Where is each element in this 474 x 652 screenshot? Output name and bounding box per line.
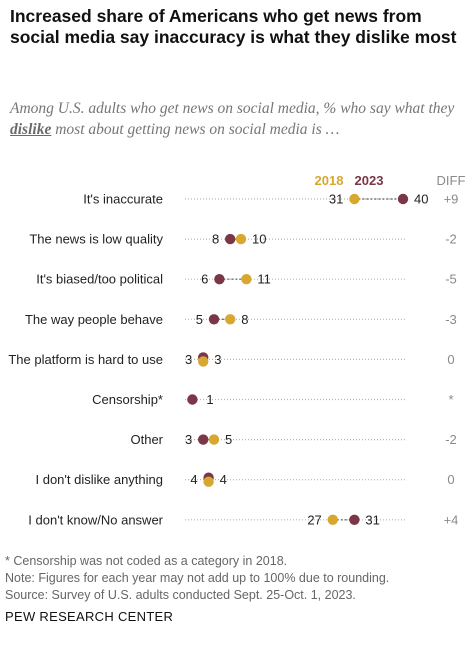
diff-value: 0	[447, 472, 454, 487]
data-label-2018: 11	[257, 272, 271, 287]
diff-value: +9	[444, 192, 459, 207]
diff-value: +4	[444, 512, 459, 527]
data-label-2023: 31	[365, 512, 379, 527]
data-label-2018: 8	[241, 312, 248, 327]
subtitle-keyword: dislike	[10, 121, 52, 138]
legend: 2018 2023	[315, 173, 384, 188]
category-label: The platform is hard to use	[8, 352, 163, 367]
data-label-2018: 4	[220, 472, 227, 487]
category-label: Censorship*	[92, 392, 163, 407]
dot-2023	[214, 274, 225, 285]
category-label: I don't know/No answer	[28, 512, 163, 527]
dot-2018	[198, 356, 209, 367]
diff-header: DIFF	[437, 173, 466, 188]
data-label-2018: 10	[252, 232, 266, 247]
data-label-2023: 8	[212, 232, 219, 247]
legend-2018: 2018	[315, 173, 344, 188]
data-label-2018: 27	[307, 512, 321, 527]
diff-value: -2	[445, 232, 457, 247]
footnotes: * Censorship was not coded as a category…	[5, 553, 469, 604]
data-label-2023: 4	[190, 472, 197, 487]
data-label-2023: 5	[196, 312, 203, 327]
dot-2018	[235, 233, 247, 245]
data-label-2023: 1	[206, 392, 213, 407]
dot-2018	[225, 314, 236, 325]
category-label: Other	[130, 432, 163, 447]
dot-2023	[397, 193, 409, 205]
data-label-2018: 5	[225, 432, 232, 447]
category-label: I don't dislike anything	[35, 472, 163, 487]
dot-2023	[198, 434, 209, 445]
dot-2023	[225, 233, 236, 245]
footnote-source: Source: Survey of U.S. adults conducted …	[5, 588, 356, 602]
legend-2023: 2023	[355, 173, 384, 188]
dot-2023	[208, 314, 220, 325]
data-label-2018: 31	[329, 192, 343, 207]
data-label-2018: 3	[214, 352, 221, 367]
dot-2018	[241, 274, 252, 285]
footnote-censorship: * Censorship was not coded as a category…	[5, 554, 288, 568]
category-label: It's inaccurate	[83, 192, 163, 207]
diff-value: 0	[447, 352, 454, 367]
dot-2023	[187, 394, 198, 405]
dot-2018	[208, 434, 220, 445]
dot-plot-chart: 2018 2023 DIFF It's inaccurate 31 40 +9The …	[8, 173, 466, 528]
dot-2018	[327, 514, 338, 525]
category-label: The news is low quality	[29, 232, 163, 247]
diff-value: -2	[445, 432, 457, 447]
data-label-2023: 40	[414, 192, 428, 207]
chart-title: Increased share of Americans who get new…	[10, 6, 457, 47]
data-label-2023: 6	[201, 272, 208, 287]
dot-2023	[349, 514, 360, 525]
dot-2018	[203, 476, 214, 487]
diff-value: -3	[445, 312, 457, 327]
category-label: It's biased/too political	[36, 272, 163, 287]
diff-value: *	[448, 392, 453, 407]
source-organization: PEW RESEARCH CENTER	[5, 609, 174, 624]
subtitle-lead: Among U.S. adults who get news on social…	[10, 100, 455, 117]
data-label-2023: 3	[185, 352, 192, 367]
diff-value: -5	[445, 272, 457, 287]
category-label: The way people behave	[25, 312, 163, 327]
data-label-2023: 3	[185, 432, 192, 447]
chart-subtitle: Among U.S. adults who get news on social…	[10, 98, 470, 140]
dot-2018	[349, 193, 360, 205]
footnote-rounding: Note: Figures for each year may not add …	[5, 571, 390, 585]
subtitle-tail: most about getting news on social media …	[51, 121, 340, 138]
